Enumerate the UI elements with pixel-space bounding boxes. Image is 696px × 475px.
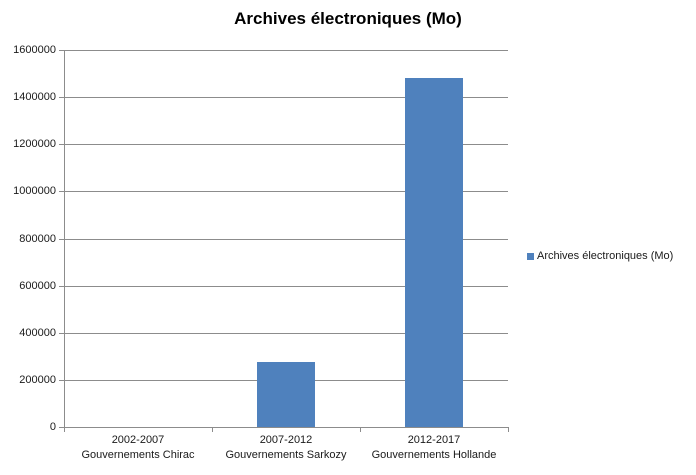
x-tick-mark: [508, 427, 509, 432]
y-tick-mark: [59, 50, 64, 51]
y-tick-mark: [59, 144, 64, 146]
x-category-label: 2007-2012 Gouvernements Sarkozy: [225, 434, 347, 461]
y-axis-line: [64, 50, 65, 432]
gridline: [64, 332, 508, 334]
y-tick-label: 1200000: [13, 138, 56, 151]
x-tick-mark: [360, 427, 361, 432]
x-axis-line: [60, 427, 509, 428]
x-category-label: 2002-2007 Gouvernements Chirac: [81, 434, 195, 461]
y-tick-label: 1000000: [13, 185, 56, 198]
y-tick-label: 400000: [19, 326, 56, 339]
y-tick-mark: [59, 97, 64, 99]
chart-title: Archives électroniques (Mo): [234, 9, 462, 28]
y-tick-mark: [59, 379, 64, 381]
x-tick-mark: [64, 427, 65, 432]
y-tick-mark: [59, 238, 64, 240]
x-category-label: 2012-2017 Gouvernements Hollande: [371, 434, 497, 461]
gridline: [64, 50, 508, 51]
x-tick-mark: [212, 427, 213, 432]
gridline: [64, 144, 508, 146]
y-tick-label: 200000: [19, 373, 56, 386]
gridline: [64, 238, 508, 240]
y-tick-mark: [59, 332, 64, 334]
y-tick-label: 0: [49, 421, 56, 433]
bar-2007-2012-gouvernements-sarkozy: [257, 362, 315, 427]
bar-2012-2017-gouvernements-hollande: [405, 78, 463, 427]
y-tick-label: 1400000: [13, 91, 56, 104]
legend: Archives électroniques (Mo): [527, 250, 673, 263]
plot-area: [64, 50, 508, 427]
y-tick-mark: [59, 285, 64, 287]
y-tick-label: 800000: [19, 232, 56, 245]
y-tick-mark: [59, 191, 64, 193]
legend-marker-icon: [527, 253, 534, 260]
gridline: [64, 97, 508, 99]
legend-label: Archives électroniques (Mo): [537, 250, 674, 262]
gridline: [64, 285, 508, 287]
gridline: [64, 191, 508, 193]
y-tick-label: 600000: [19, 279, 56, 292]
y-tick-label: 1600000: [13, 44, 56, 56]
y-tick-mark: [59, 427, 64, 428]
